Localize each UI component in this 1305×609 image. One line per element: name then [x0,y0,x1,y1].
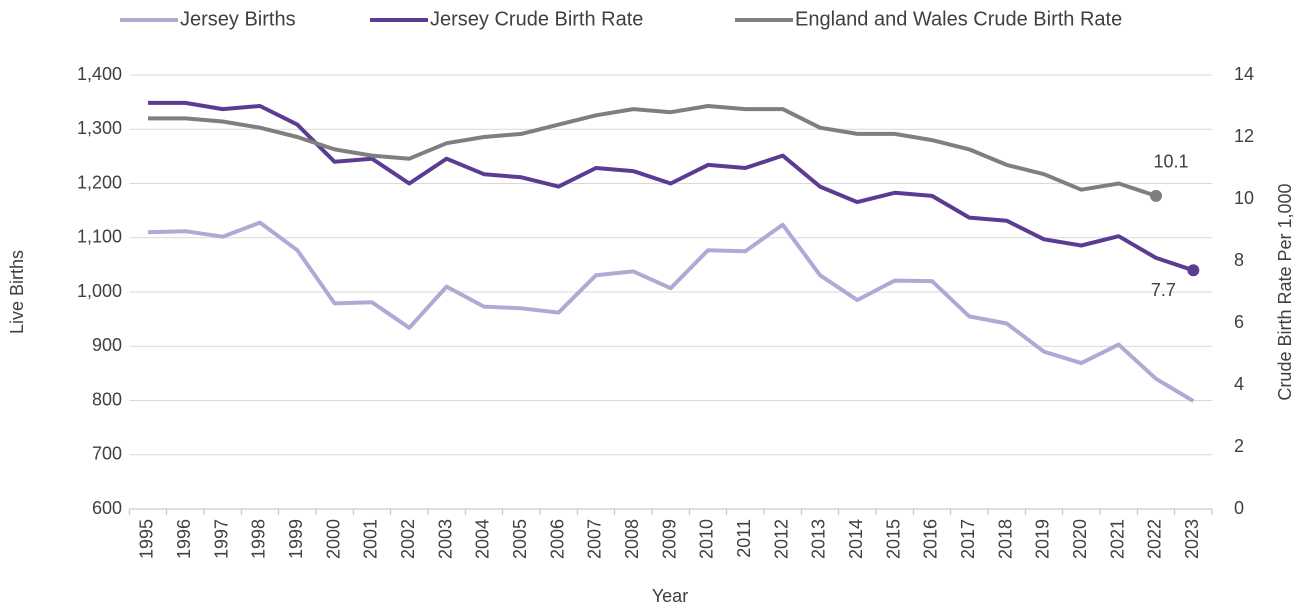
y2-tick-label: 2 [1234,436,1244,456]
y-tick-label: 800 [92,389,122,409]
x-tick-label: 2017 [958,519,978,559]
x-tick-label: 2018 [995,519,1015,559]
x-tick-label: 2020 [1070,519,1090,559]
x-tick-label: 2016 [921,519,941,559]
x-tick-label: 1998 [249,519,269,559]
y-axis-label: Live Births [7,250,27,334]
y-tick-label: 1,200 [77,172,122,192]
x-tick-label: 2002 [398,519,418,559]
x-tick-label: 2012 [771,519,791,559]
y-tick-label: 900 [92,335,122,355]
series-line [148,104,1157,198]
y-tick-label: 1,100 [77,227,122,247]
y2-axis-label: Crude Birth Rate Per 1,000 [1275,183,1295,400]
x-tick-label: 2015 [883,519,903,559]
series-line [147,220,1195,403]
x-tick-label: 1997 [211,519,231,559]
x-axis-label: Year [652,586,688,606]
x-tick-label: 2004 [473,519,493,559]
y-tick-label: 1,300 [77,118,122,138]
x-tick-label: 2014 [846,519,866,559]
y-tick-label: 1,400 [77,64,122,84]
y2-tick-label: 4 [1234,374,1244,394]
x-tick-label: 2003 [435,519,455,559]
data-label: 7.7 [1151,280,1176,300]
y2-tick-label: 14 [1234,64,1254,84]
x-tick-label: 1996 [174,519,194,559]
x-tick-label: 2008 [622,519,642,559]
data-label: 10.1 [1153,152,1188,172]
x-tick-label: 2011 [734,519,754,558]
legend-label: Jersey Births [180,8,296,30]
legend-label: Jersey Crude Birth Rate [430,8,643,30]
data-point [1187,264,1200,277]
y-tick-label: 700 [92,444,122,464]
x-tick-label: 2019 [1033,519,1053,559]
x-tick-label: 1999 [286,519,306,559]
x-tick-label: 2023 [1182,519,1202,559]
y2-tick-label: 12 [1234,126,1254,146]
x-tick-label: 2000 [323,519,343,559]
x-tick-label: 2005 [510,519,530,559]
series-line [148,100,1194,273]
x-tick-label: 1995 [137,519,157,559]
x-tick-label: 2010 [697,519,717,559]
x-tick-label: 2021 [1107,519,1127,559]
x-tick-label: 2006 [547,519,567,559]
y2-tick-label: 0 [1234,498,1244,518]
x-tick-label: 2001 [361,519,381,559]
y2-tick-label: 8 [1234,250,1244,270]
data-point [1149,189,1162,202]
y2-tick-label: 10 [1234,188,1254,208]
x-tick-label: 2022 [1145,519,1165,559]
x-tick-label: 2009 [659,519,679,559]
x-tick-label: 2007 [585,519,605,559]
y-tick-label: 600 [92,498,122,518]
y2-tick-label: 6 [1234,312,1244,332]
y-tick-label: 1,000 [77,281,122,301]
x-tick-label: 2013 [809,519,829,559]
legend-label: England and Wales Crude Birth Rate [795,8,1122,30]
